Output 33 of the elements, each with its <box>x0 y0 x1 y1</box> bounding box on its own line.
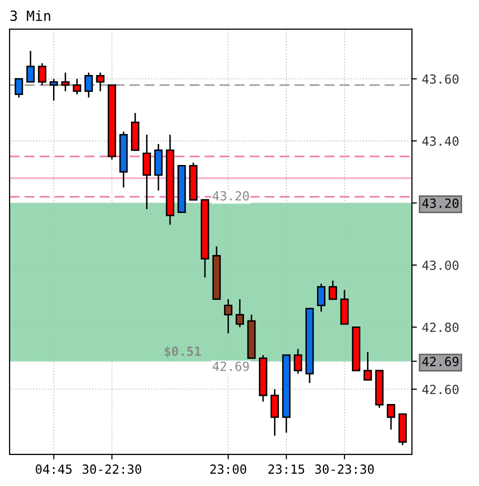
x-tick-label: 23:15 <box>268 464 304 474</box>
annotation: 43.20 <box>212 191 249 201</box>
candlestick <box>142 134 151 210</box>
candlestick <box>386 404 396 430</box>
candlestick <box>270 388 279 436</box>
candlestick <box>236 298 244 328</box>
candlestick <box>328 280 338 300</box>
candlestick <box>26 50 35 83</box>
y-tick-label: 43.40 <box>422 136 458 146</box>
candlestick <box>96 72 104 92</box>
annotation: 42.69 <box>212 362 249 372</box>
candlestick <box>364 351 372 381</box>
y-tick-label: 42.69 <box>422 356 458 366</box>
candlestick <box>50 78 58 102</box>
y-tick-label: 43.20 <box>422 198 458 208</box>
annotation: $0.51 <box>164 346 201 358</box>
y-tick-label: 43.60 <box>422 74 458 84</box>
y-tick-label: 42.80 <box>422 322 458 332</box>
x-tick-label: 23:00 <box>210 464 246 474</box>
x-tick-label: 30-22:30 <box>82 464 142 474</box>
candlestick <box>38 62 46 86</box>
candlestick <box>224 298 232 334</box>
x-tick-label: 30-23:30 <box>315 464 374 474</box>
candlestick <box>72 78 82 96</box>
x-tick-label: 04:45 <box>36 464 72 474</box>
candlestick <box>61 72 70 92</box>
candlestick <box>84 72 93 98</box>
chart-title: 3 Min <box>10 10 50 22</box>
y-tick-label: 43.00 <box>422 260 458 270</box>
candlestick <box>294 348 302 374</box>
candlestick <box>317 282 326 312</box>
y-tick-label: 42.60 <box>422 384 458 394</box>
candlestick <box>14 78 24 98</box>
